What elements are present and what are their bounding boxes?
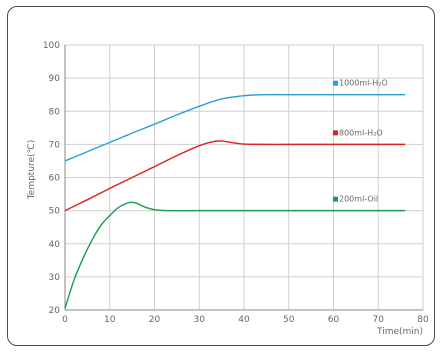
y-tick-label: 20	[49, 306, 61, 316]
series-line-2	[64, 201, 406, 309]
x-tick-label: 30	[194, 315, 206, 325]
x-tick-label: 60	[328, 315, 340, 325]
x-tick-label: 10	[104, 315, 116, 325]
legend: 1000ml-H₂O 800ml-H₂O 200ml-Oil	[333, 79, 388, 204]
x-tick-label: 20	[149, 315, 161, 325]
series-line-0	[64, 93, 406, 162]
x-tick-label: 70	[373, 315, 385, 325]
chart-frame	[7, 6, 435, 346]
y-tick-label: 30	[49, 273, 61, 283]
legend-label-1: 800ml-H₂O	[339, 128, 383, 137]
x-tick-label: 40	[238, 315, 250, 325]
y-tick-label: 90	[49, 74, 61, 84]
x-axis-label: Time(min)	[376, 327, 423, 337]
series-lines	[64, 93, 406, 309]
series-line-1	[64, 140, 406, 212]
x-axis-ticks: 0 10 20 30 40 50 60 70 80	[62, 315, 429, 325]
y-axis-ticks: 20 30 40 50 60 70 80 90 100	[43, 41, 60, 316]
x-tick-label: 80	[417, 315, 429, 325]
legend-swatch-1	[333, 130, 338, 136]
axes	[64, 45, 423, 311]
y-tick-label: 80	[49, 107, 61, 117]
x-tick-label: 0	[62, 315, 68, 325]
y-tick-label: 40	[49, 240, 61, 250]
y-axis-label: Tempture(℃)	[27, 140, 37, 200]
legend-label-2: 200ml-Oil	[339, 195, 378, 204]
legend-label-0: 1000ml-H₂O	[339, 79, 388, 88]
y-tick-label: 50	[49, 207, 61, 217]
legend-swatch-0	[333, 80, 338, 86]
y-tick-label: 100	[43, 41, 60, 51]
y-tick-label: 60	[49, 174, 61, 184]
x-tick-label: 50	[283, 315, 295, 325]
y-tick-label: 70	[49, 140, 61, 150]
legend-swatch-2	[333, 196, 338, 202]
